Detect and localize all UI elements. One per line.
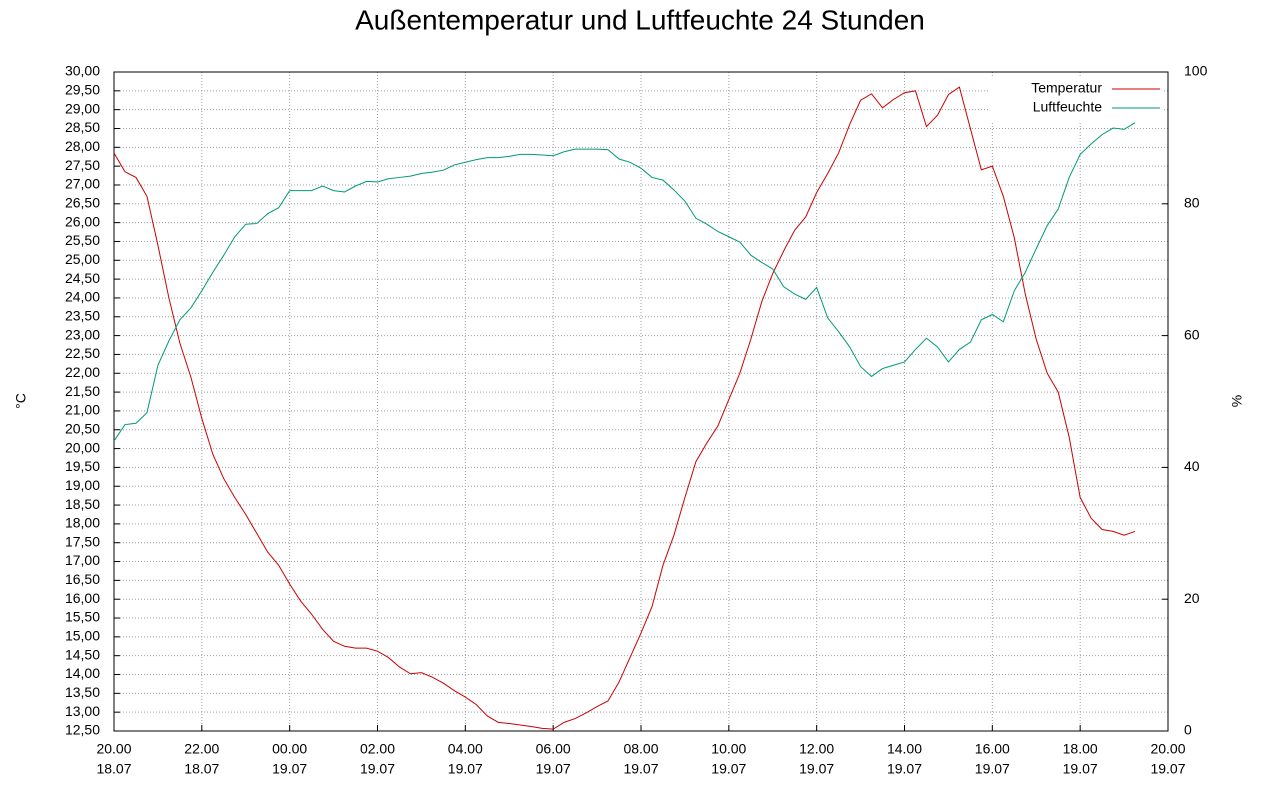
y-tick-label: 25,50 xyxy=(65,232,100,248)
y-tick-label: 29,50 xyxy=(65,82,100,98)
y2-tick-label: 60 xyxy=(1184,326,1200,342)
x-tick-label: 18.00 xyxy=(1063,741,1098,757)
x-tick-label: 19.07 xyxy=(448,761,483,777)
y-tick-label: 19,50 xyxy=(65,458,100,474)
y-tick-label: 21,00 xyxy=(65,402,100,418)
x-tick-label: 19.07 xyxy=(272,761,307,777)
y-tick-label: 22,50 xyxy=(65,345,100,361)
y-axis-label: °C xyxy=(13,393,29,409)
y-tick-label: 27,50 xyxy=(65,157,100,173)
y2-tick-label: 0 xyxy=(1184,722,1192,738)
y-tick-label: 22,00 xyxy=(65,364,100,380)
legend-label: Temperatur xyxy=(1031,80,1102,96)
y-tick-label: 18,00 xyxy=(65,515,100,531)
plot-border xyxy=(113,71,1169,732)
y-tick-label: 28,50 xyxy=(65,119,100,135)
y2-tick-label: 80 xyxy=(1184,195,1200,211)
y-tick-label: 24,50 xyxy=(65,270,100,286)
y-tick-label: 28,00 xyxy=(65,138,100,154)
x-tick-label: 02.00 xyxy=(360,741,395,757)
y-tick-label: 18,50 xyxy=(65,496,100,512)
chart-title: Außentemperatur und Luftfeuchte 24 Stund… xyxy=(355,4,925,35)
y-tick-label: 17,00 xyxy=(65,552,100,568)
y2-tick-label: 20 xyxy=(1184,590,1200,606)
series-line xyxy=(113,122,1136,442)
x-tick-label: 19.07 xyxy=(975,761,1010,777)
y-tick-label: 16,00 xyxy=(65,590,100,606)
x-tick-label: 00.00 xyxy=(272,741,307,757)
x-tick-label: 19.07 xyxy=(1063,761,1098,777)
y-tick-label: 16,50 xyxy=(65,571,100,587)
y-tick-label: 29,00 xyxy=(65,100,100,116)
x-tick-label: 16.00 xyxy=(975,741,1010,757)
y-tick-label: 17,50 xyxy=(65,533,100,549)
x-tick-label: 19.07 xyxy=(1150,761,1185,777)
legend-box xyxy=(990,78,1162,122)
legend-label: Luftfeuchte xyxy=(1033,99,1102,115)
y-tick-label: 19,00 xyxy=(65,477,100,493)
y-tick-label: 20,00 xyxy=(65,439,100,455)
x-tick-label: 19.07 xyxy=(711,761,746,777)
y-tick-label: 15,50 xyxy=(65,609,100,625)
y-tick-label: 14,00 xyxy=(65,665,100,681)
x-tick-label: 19.07 xyxy=(360,761,395,777)
x-tick-label: 20.00 xyxy=(96,741,131,757)
y-tick-label: 27,00 xyxy=(65,176,100,192)
y-tick-label: 23,00 xyxy=(65,326,100,342)
y-tick-label: 23,50 xyxy=(65,307,100,323)
y-tick-label: 26,00 xyxy=(65,213,100,229)
y-tick-label: 21,50 xyxy=(65,383,100,399)
x-tick-label: 19.07 xyxy=(887,761,922,777)
x-tick-label: 20.00 xyxy=(1150,741,1185,757)
y-tick-label: 13,50 xyxy=(65,684,100,700)
series-line xyxy=(113,86,1136,730)
y-tick-label: 13,00 xyxy=(65,703,100,719)
x-tick-label: 19.07 xyxy=(536,761,571,777)
y2-tick-label: 100 xyxy=(1184,63,1208,79)
x-tick-label: 18.07 xyxy=(184,761,219,777)
y-tick-label: 14,50 xyxy=(65,646,100,662)
y-tick-label: 20,50 xyxy=(65,420,100,436)
y2-axis-label: % xyxy=(1229,395,1245,407)
y-tick-label: 26,50 xyxy=(65,195,100,211)
x-tick-label: 12.00 xyxy=(799,741,834,757)
x-tick-label: 18.07 xyxy=(96,761,131,777)
x-tick-label: 10.00 xyxy=(711,741,746,757)
x-tick-label: 06.00 xyxy=(536,741,571,757)
x-tick-label: 08.00 xyxy=(623,741,658,757)
x-tick-label: 19.07 xyxy=(799,761,834,777)
y-tick-label: 30,00 xyxy=(65,63,100,79)
y2-tick-label: 40 xyxy=(1184,458,1200,474)
x-tick-label: 19.07 xyxy=(623,761,658,777)
y-tick-label: 25,00 xyxy=(65,251,100,267)
x-tick-label: 14.00 xyxy=(887,741,922,757)
y-tick-label: 24,00 xyxy=(65,289,100,305)
y-tick-label: 15,00 xyxy=(65,628,100,644)
x-tick-label: 04.00 xyxy=(448,741,483,757)
x-tick-label: 22.00 xyxy=(184,741,219,757)
y-tick-label: 12,50 xyxy=(65,722,100,738)
